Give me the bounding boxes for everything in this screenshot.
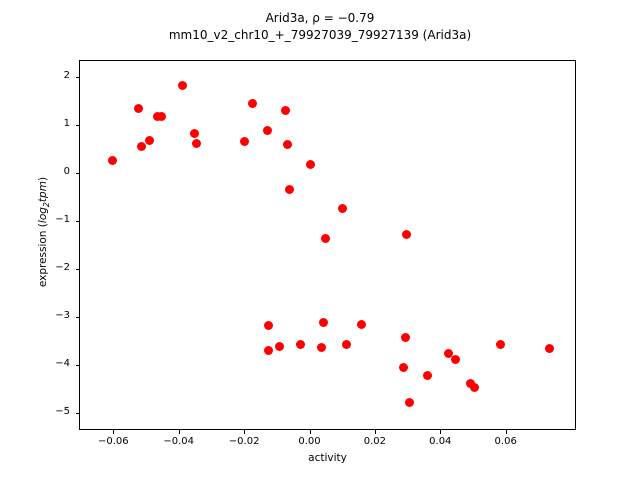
x-tick-mark: [244, 430, 246, 434]
y-tick-mark: [75, 172, 79, 174]
data-point: [357, 320, 367, 330]
data-point: [316, 343, 326, 353]
y-tick-label: 0: [63, 165, 70, 177]
data-point: [274, 341, 284, 351]
x-tick-mark: [440, 430, 442, 434]
data-point: [133, 104, 143, 114]
x-axis-label: activity: [308, 452, 347, 464]
plot-area: [79, 60, 576, 430]
x-tick-mark: [374, 430, 376, 434]
x-tick-mark: [178, 430, 180, 434]
y-axis-label: expression (log2tpm): [37, 92, 51, 372]
data-point: [145, 135, 155, 145]
x-tick-label: −0.04: [163, 436, 195, 447]
y-tick-mark: [75, 365, 79, 367]
data-point: [469, 383, 479, 393]
data-point: [189, 128, 199, 138]
data-point: [263, 321, 273, 331]
x-tick-label: 0.02: [363, 436, 387, 447]
x-tick-label: 0.00: [298, 436, 321, 447]
data-point: [398, 363, 408, 373]
y-axis-label-prefix: expression (: [36, 223, 49, 288]
data-point: [495, 340, 505, 350]
data-point: [262, 126, 272, 136]
x-tick-mark: [113, 430, 115, 434]
y-tick-mark: [75, 269, 79, 271]
data-point: [319, 317, 329, 327]
data-point: [136, 141, 146, 151]
x-tick-label: −0.02: [228, 436, 260, 447]
data-point: [240, 137, 250, 147]
y-tick-label: −2: [55, 262, 70, 274]
y-axis-label-suffix: ): [36, 176, 49, 182]
data-point: [444, 349, 454, 359]
data-point: [341, 340, 351, 349]
data-point: [191, 139, 201, 149]
data-point: [405, 398, 415, 408]
y-tick-mark: [75, 220, 79, 222]
y-axis-label-log: log: [36, 207, 49, 224]
data-point: [157, 112, 167, 122]
data-point: [108, 155, 118, 165]
data-point: [264, 345, 274, 355]
data-point: [152, 111, 162, 121]
data-point: [422, 371, 432, 381]
x-tick-mark: [505, 430, 507, 434]
data-point: [450, 354, 460, 364]
y-tick-label: −3: [55, 310, 70, 322]
data-point: [285, 184, 295, 194]
y-tick-label: −1: [55, 213, 70, 225]
y-tick-mark: [75, 124, 79, 126]
x-tick-label: 0.04: [429, 436, 452, 447]
data-point: [296, 340, 306, 350]
chart-subtitle: mm10_v2_chr10_+_79927039_79927139 (Arid3…: [168, 28, 472, 42]
data-point: [177, 80, 187, 90]
x-tick-mark: [309, 430, 311, 434]
y-axis-label-sub: 2: [42, 202, 52, 208]
chart-title: Arid3a, ρ = −0.79: [265, 11, 375, 25]
data-point: [400, 332, 410, 342]
y-tick-label: −4: [55, 358, 70, 370]
data-point: [247, 99, 257, 109]
y-tick-label: −5: [55, 406, 70, 418]
y-tick-mark: [75, 413, 79, 415]
data-point: [320, 234, 330, 244]
y-tick-mark: [75, 76, 79, 78]
data-point: [338, 204, 348, 214]
data-point: [402, 229, 412, 239]
y-tick-label: 1: [63, 117, 70, 129]
y-axis-label-tpm: tpm: [36, 181, 49, 203]
data-point: [306, 159, 316, 169]
data-point: [282, 139, 292, 149]
data-points-layer: [80, 61, 575, 429]
data-point: [544, 343, 554, 353]
x-tick-label: 0.06: [494, 436, 517, 447]
y-tick-mark: [75, 317, 79, 319]
y-tick-label: 2: [63, 69, 70, 81]
data-point: [281, 105, 291, 115]
chart-title-block: Arid3a, ρ = −0.79 mm10_v2_chr10_+_799270…: [0, 10, 640, 44]
x-tick-label: −0.06: [98, 436, 129, 447]
